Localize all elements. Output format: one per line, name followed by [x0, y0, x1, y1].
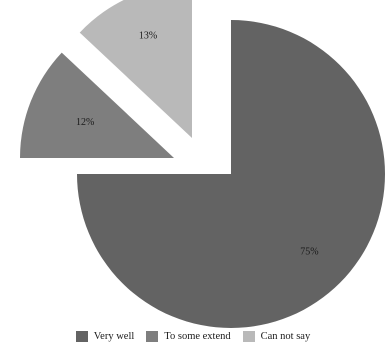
pie-slices: [20, 0, 385, 328]
slice-label-very-well: 75%: [300, 247, 318, 258]
legend-swatch-to-some-extend: [146, 331, 159, 342]
legend-label-can-not-say: Can not say: [260, 331, 311, 342]
slice-label-can-not-say: 13%: [139, 30, 157, 41]
legend-item-can-not-say: Can not say: [242, 331, 311, 342]
legend: Very well To some extend Can not say: [0, 331, 386, 342]
slice-labels: 75% 12% 13%: [76, 30, 319, 257]
legend-item-to-some-extend: To some extend: [146, 331, 231, 342]
legend-label-to-some-extend: To some extend: [164, 331, 231, 342]
legend-swatch-very-well: [75, 331, 88, 342]
legend-item-very-well: Very well: [75, 331, 135, 342]
slice-label-to-some-extend: 12%: [76, 117, 94, 128]
pie-chart: 75% 12% 13%: [20, 0, 385, 328]
pie-slice-very-well: [77, 20, 385, 328]
legend-swatch-can-not-say: [242, 331, 255, 342]
legend-label-very-well: Very well: [93, 331, 135, 342]
pie-slice-can-not-say: [79, 0, 192, 138]
pie-slice-to-some-extend: [20, 52, 174, 158]
